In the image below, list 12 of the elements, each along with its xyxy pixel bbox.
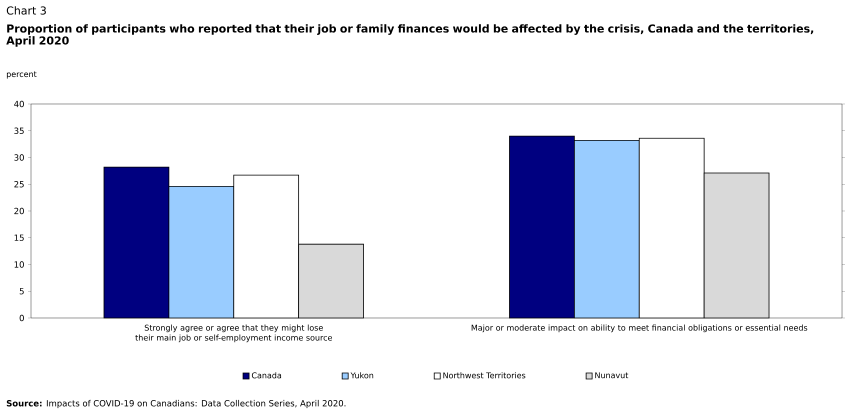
y-tick-label: 40 [14, 100, 24, 108]
y-tick-label: 10 [14, 261, 24, 268]
y-tick-label: 5 [20, 288, 24, 294]
y-tick-label: 35 [14, 128, 24, 134]
chart-title: Chart 3 [6, 6, 46, 15]
text: Source: Impacts of COVID-19 on Canadians: Data Collection Series, April 2020. [6, 400, 346, 408]
y-tick-label: 15 [14, 234, 24, 241]
y-tick-label: 30 [14, 154, 24, 161]
y-tick-label: 20 [14, 208, 24, 214]
y-tick-label: 0 [20, 314, 24, 322]
y-tick-label: 25 [14, 181, 24, 188]
chart-subtitle: Proportion of participants who reported that their job or family finances would be affected by the crisis, Canada and the territories, April 2020 [6, 24, 814, 47]
